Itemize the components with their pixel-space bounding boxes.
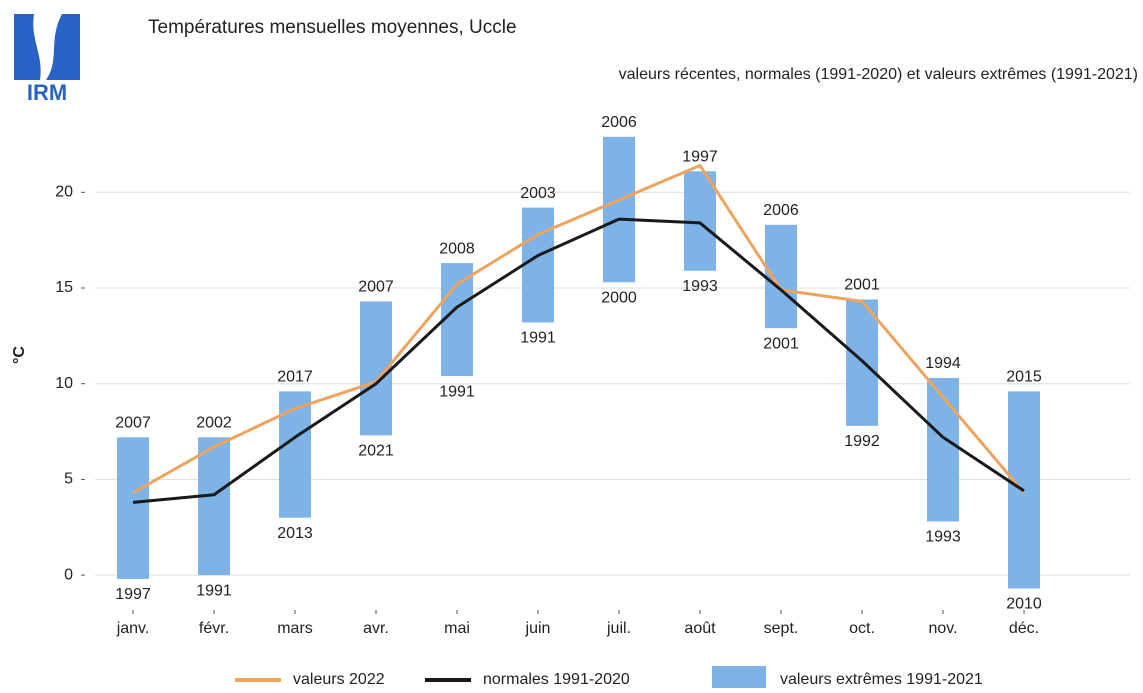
chart-title: Températures mensuelles moyennes, Uccle (148, 17, 517, 38)
max-year-label: 1994 (925, 355, 961, 372)
max-year-label: 2006 (763, 202, 799, 219)
max-year-label: 2001 (844, 277, 880, 294)
min-year-label: 1993 (925, 529, 961, 546)
x-tick-label: juil. (606, 620, 631, 637)
min-year-label: 1993 (682, 278, 718, 295)
chart-subtitle: valeurs récentes, normales (1991-2020) e… (619, 66, 1138, 83)
legend-label: valeurs 2022 (293, 671, 385, 688)
y-tick-label: 15 (55, 279, 73, 296)
extreme-bar (441, 263, 473, 377)
min-year-label: 2001 (763, 335, 799, 352)
x-tick-label: nov. (928, 620, 957, 637)
line (132, 164, 1026, 495)
extreme-bar (765, 224, 797, 329)
min-year-label: 1997 (115, 586, 151, 603)
y-tick-label: 5 (64, 471, 73, 488)
x-tick-label: août (684, 620, 716, 637)
x-tick-label: sept. (764, 620, 799, 637)
x-tick-label: déc. (1009, 620, 1039, 637)
min-year-label: 1991 (196, 582, 232, 599)
legend-label: valeurs extrêmes 1991-2021 (780, 671, 983, 688)
y-tick-label: 20 (55, 184, 73, 201)
x-tick-label: oct. (849, 620, 875, 637)
max-year-label: 2015 (1006, 369, 1042, 386)
extreme-bar (603, 136, 635, 283)
min-year-label: 2021 (358, 443, 394, 460)
y-tick-label: 0 (64, 566, 73, 583)
max-year-label: 2007 (115, 415, 151, 432)
extreme-bar (927, 377, 959, 522)
max-year-label: 2002 (196, 415, 232, 432)
x-tick-label: avr. (363, 620, 389, 637)
extreme-bar (522, 207, 554, 323)
min-year-label: 1991 (439, 383, 475, 400)
max-year-label: 2017 (277, 369, 313, 386)
min-year-label: 1992 (844, 433, 880, 450)
min-year-label: 1991 (520, 330, 556, 347)
y-tick-label: 10 (55, 375, 73, 392)
max-year-label: 1997 (682, 148, 718, 165)
max-year-label: 2008 (439, 240, 475, 257)
extreme-bar (117, 437, 149, 579)
max-year-label: 2006 (601, 114, 637, 131)
max-year-label: 2003 (520, 185, 556, 202)
max-year-label: 2007 (358, 279, 394, 296)
extreme-bar (198, 437, 230, 576)
legend-label: normales 1991-2020 (483, 671, 630, 688)
extreme-bar (279, 391, 311, 518)
min-year-label: 2013 (277, 525, 313, 542)
logo-text: IRM (27, 80, 67, 105)
min-year-label: 2000 (601, 289, 637, 306)
logo: IRM (14, 14, 80, 105)
x-tick-label: févr. (199, 620, 229, 637)
y-axis-label: °C (11, 346, 28, 364)
logo-shape (14, 14, 41, 80)
line (132, 217, 1025, 504)
x-tick-label: mars (277, 620, 313, 637)
legend-swatch (712, 666, 766, 690)
x-tick-label: mai (444, 620, 470, 637)
min-year-label: 2010 (1006, 596, 1042, 613)
x-tick-label: juin (525, 620, 551, 637)
logo-shape (46, 14, 80, 80)
x-tick-label: janv. (116, 620, 150, 637)
